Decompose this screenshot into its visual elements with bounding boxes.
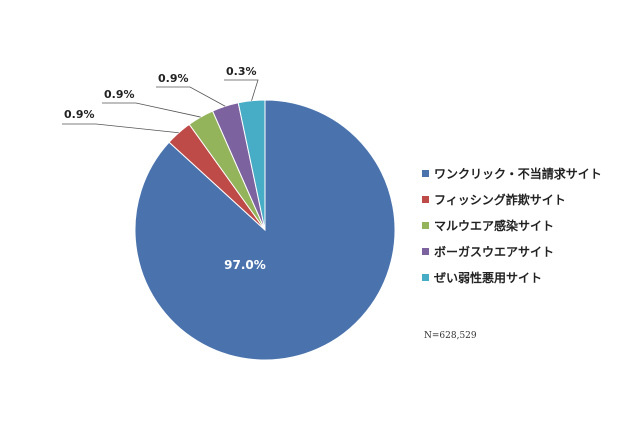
legend-item-phishing: フィッシング詐欺サイト bbox=[422, 186, 632, 212]
legend-item-vulnerability-exploit: ぜい弱性悪用サイト bbox=[422, 264, 632, 290]
legend-label: ボーガスウエアサイト bbox=[434, 244, 555, 259]
data-label-phishing: 0.9% bbox=[64, 108, 95, 121]
data-label-one-click-fraud: 97.0% bbox=[224, 258, 266, 272]
leader-line bbox=[156, 86, 226, 107]
legend-label: ぜい弱性悪用サイト bbox=[434, 270, 543, 285]
legend-swatch bbox=[422, 273, 429, 281]
legend-label: フィッシング詐欺サイト bbox=[434, 192, 566, 207]
data-label-bogusware: 0.9% bbox=[158, 72, 189, 85]
legend-label: マルウエア感染サイト bbox=[434, 218, 555, 233]
legend-swatch bbox=[422, 221, 429, 229]
legend-item-one-click-fraud: ワンクリック・不当請求サイト bbox=[422, 160, 632, 186]
leader-line bbox=[62, 123, 179, 134]
leader-line bbox=[102, 102, 201, 118]
leader-line bbox=[224, 79, 259, 101]
sample-size-note: N=628,529 bbox=[424, 331, 477, 341]
legend-item-bogusware: ボーガスウエアサイト bbox=[422, 238, 632, 264]
legend-item-malware: マルウエア感染サイト bbox=[422, 212, 632, 238]
legend-swatch bbox=[422, 195, 429, 203]
data-label-malware: 0.9% bbox=[104, 88, 135, 101]
legend-swatch bbox=[422, 247, 429, 255]
legend-label: ワンクリック・不当請求サイト bbox=[434, 166, 602, 181]
legend: ワンクリック・不当請求サイト フィッシング詐欺サイト マルウエア感染サイト ボー… bbox=[422, 160, 632, 290]
data-label-vulnerability-exploit: 0.3% bbox=[226, 65, 257, 78]
legend-swatch bbox=[422, 169, 429, 177]
